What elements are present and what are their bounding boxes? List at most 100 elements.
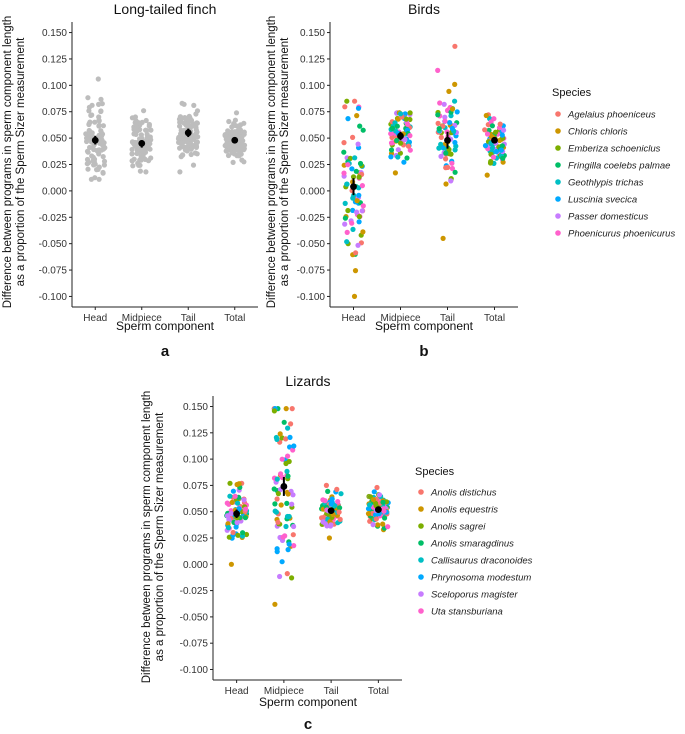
data-point (176, 134, 182, 140)
data-point (278, 502, 284, 508)
data-point (484, 172, 490, 178)
data-point (436, 126, 442, 132)
panel-a-label: a (161, 343, 170, 360)
y-tick-label: 0.000 (42, 186, 67, 197)
panel-b-ylabel-line1: Difference between programs in sperm com… (266, 16, 278, 309)
legend-swatch (418, 608, 424, 614)
data-point (336, 509, 342, 515)
data-point (356, 214, 362, 220)
data-point (228, 561, 234, 567)
data-point (90, 144, 96, 150)
data-point (350, 226, 356, 232)
data-point (226, 118, 232, 125)
data-point (227, 144, 233, 150)
data-point (359, 208, 365, 214)
data-point (501, 127, 507, 133)
mean-point (397, 132, 404, 140)
data-point (280, 534, 286, 540)
data-point (148, 127, 154, 133)
legend-label: Anolis distichus (430, 488, 497, 499)
x-tick-label: Tail (181, 313, 196, 324)
data-point (389, 125, 395, 131)
data-point (283, 436, 289, 442)
data-point (291, 523, 297, 530)
data-point (445, 164, 451, 170)
legend-label: Geothlypis trichas (568, 178, 644, 189)
data-point (373, 516, 379, 522)
panel-b-ticks: 0.150 0.125 0.100 0.075 0.050 0.025 0.000 -0.02… (297, 28, 505, 324)
data-point (405, 143, 412, 149)
data-point (354, 209, 360, 215)
data-point (182, 137, 188, 143)
data-point (354, 113, 360, 119)
data-point (193, 124, 199, 131)
data-point (179, 115, 185, 121)
data-point (394, 123, 400, 129)
data-point (178, 119, 184, 125)
data-point (394, 137, 400, 144)
data-point (102, 145, 108, 151)
data-point (223, 142, 229, 148)
data-point (452, 43, 458, 49)
data-point (442, 114, 448, 120)
data-point (435, 120, 441, 126)
data-point (438, 141, 444, 147)
data-point (177, 123, 183, 129)
y-tick-label: 0.000 (183, 560, 208, 571)
data-point (194, 129, 200, 135)
data-point (344, 98, 350, 104)
data-point (239, 145, 245, 151)
data-point (498, 147, 504, 153)
data-point (355, 141, 361, 147)
panel-c-ylabel-line1: Difference between programs in sperm com… (141, 391, 153, 684)
data-point (101, 158, 108, 164)
data-point (325, 488, 331, 494)
y-tick-label: -0.075 (297, 266, 326, 277)
data-point (370, 522, 376, 528)
data-point (351, 293, 358, 299)
x-tick-label: Midpiece (122, 313, 162, 324)
x-tick-label: Head (225, 686, 249, 697)
panel-b-legend: Agelaius phoeniceus Chloris chloris Emberi… (555, 110, 675, 240)
mean-point (327, 507, 335, 515)
data-point (235, 127, 241, 134)
data-point (143, 127, 150, 134)
data-point (438, 153, 444, 159)
panel-b-legend-title: Species (552, 87, 592, 99)
data-point (141, 108, 147, 114)
data-point (320, 519, 326, 525)
data-point (230, 529, 236, 536)
legend-label: Passer domesticus (568, 212, 649, 223)
legend-swatch (418, 540, 424, 546)
data-point (337, 505, 343, 511)
panel-c-legend: Anolis distichus Anolis equestris Anolis s… (418, 488, 533, 618)
y-tick-label: 0.100 (300, 81, 325, 92)
data-point (335, 499, 341, 505)
data-point (86, 104, 92, 110)
y-tick-label: 0.025 (42, 160, 67, 171)
y-tick-label: -0.100 (180, 665, 209, 676)
x-tick-label: Midpiece (264, 686, 304, 697)
data-point (357, 160, 364, 167)
data-point (499, 143, 505, 149)
data-point (435, 67, 441, 73)
panel-a-ylabel-line2: as a proportion of the Sperm Sizer measu… (15, 37, 27, 286)
panel-b-means (350, 131, 498, 196)
data-point (241, 120, 247, 126)
data-point (241, 159, 247, 165)
data-point (284, 571, 290, 577)
data-point (452, 169, 458, 175)
data-point (183, 115, 189, 122)
data-point (194, 140, 200, 146)
data-point (95, 76, 101, 82)
data-point (493, 148, 499, 155)
data-point (137, 162, 143, 168)
data-point (274, 436, 280, 442)
legend-label: Emberiza schoeniclus (568, 144, 661, 155)
data-point (243, 531, 250, 538)
data-point (353, 168, 359, 174)
panel-b-points (341, 43, 507, 299)
data-point (287, 434, 293, 440)
data-point (447, 120, 453, 126)
